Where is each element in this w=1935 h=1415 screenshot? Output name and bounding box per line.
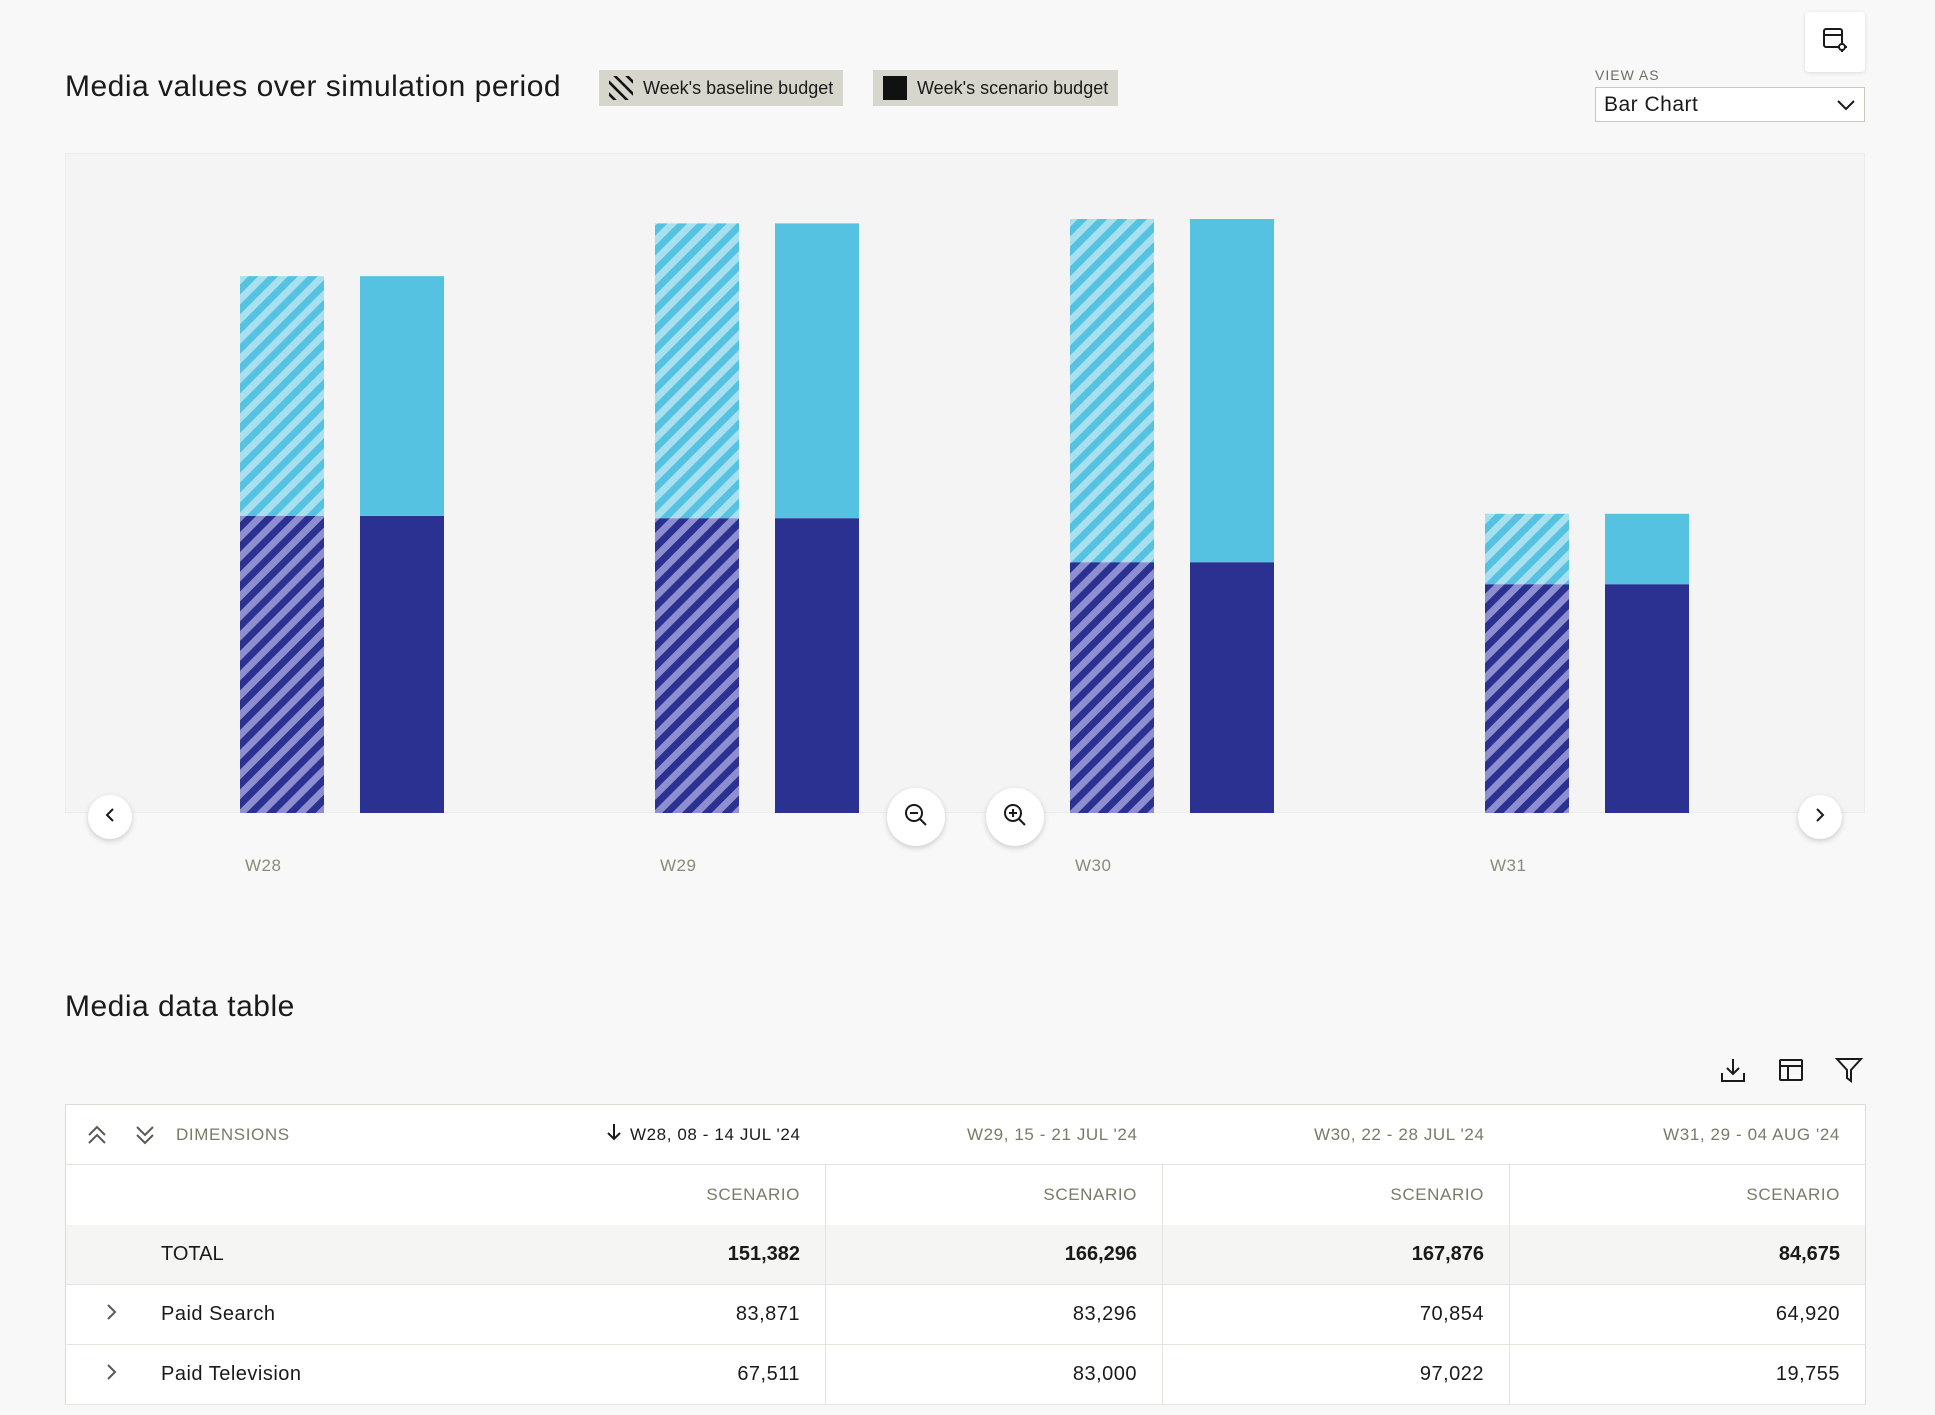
bar-w30-baseline-segment-0[interactable] xyxy=(1070,562,1154,813)
bar-w30-scenario-segment-1[interactable] xyxy=(1190,219,1274,563)
columns-icon xyxy=(1777,1056,1805,1089)
bar-w31-baseline-segment-0[interactable] xyxy=(1485,584,1569,813)
view-as-label: VIEW AS xyxy=(1595,67,1660,83)
dimensions-header: DIMENSIONS W28, 08 - 14 JUL '24 xyxy=(65,1104,826,1165)
column-header-w30[interactable]: W30, 22 - 28 JUL '24 xyxy=(1162,1104,1510,1165)
chart-next-button[interactable] xyxy=(1798,795,1842,839)
row-cell-paid-television: Paid Television 67,511 xyxy=(65,1344,826,1405)
chart-prev-button[interactable] xyxy=(88,795,132,839)
columns-button[interactable] xyxy=(1774,1055,1808,1089)
total-value-w31: 84,675 xyxy=(1509,1224,1866,1285)
zoom-out-icon xyxy=(903,802,929,833)
table-row-total: TOTAL 151,382 166,296 167,876 84,675 xyxy=(65,1224,1866,1285)
download-button[interactable] xyxy=(1716,1055,1750,1089)
column-label-w28: W28, 08 - 14 JUL '24 xyxy=(629,1124,801,1144)
row-label-paid-search: Paid Search xyxy=(161,1303,276,1325)
x-tick-label: W29 xyxy=(660,856,696,875)
bar-w30-baseline-segment-1[interactable] xyxy=(1070,219,1154,563)
download-icon xyxy=(1719,1056,1747,1089)
sub-label-w29: SCENARIO xyxy=(825,1164,1163,1225)
row-value: 83,296 xyxy=(825,1284,1163,1345)
row-value: 83,000 xyxy=(825,1344,1163,1405)
legend-baseline-label: Week's baseline budget xyxy=(643,77,834,98)
total-value-w30: 167,876 xyxy=(1162,1224,1510,1285)
table-title: Media data table xyxy=(65,990,295,1023)
expand-all-icon[interactable] xyxy=(128,1118,162,1152)
row-value: 97,022 xyxy=(1162,1344,1510,1405)
sub-label-w30: SCENARIO xyxy=(1162,1164,1510,1225)
table-row: Paid Search 83,871 83,296 70,854 64,920 xyxy=(65,1284,1866,1345)
bar-w29-baseline-segment-0[interactable] xyxy=(655,518,739,813)
table-header-row: DIMENSIONS W28, 08 - 14 JUL '24 W29, 15 … xyxy=(65,1104,1866,1165)
bar-w28-baseline-segment-0[interactable] xyxy=(240,515,324,813)
expand-row-button[interactable] xyxy=(91,1363,161,1387)
sort-arrow-down-icon xyxy=(606,1122,622,1147)
row-value: 67,511 xyxy=(737,1363,800,1385)
row-value: 83,871 xyxy=(735,1303,800,1325)
row-value: 64,920 xyxy=(1509,1284,1866,1345)
total-value-w28: 151,382 xyxy=(727,1242,800,1265)
x-tick-label: W30 xyxy=(1075,856,1111,875)
chevron-down-icon xyxy=(1836,93,1856,117)
chevron-right-icon xyxy=(1814,807,1826,828)
table-settings-button[interactable] xyxy=(1805,12,1865,72)
column-header-w31[interactable]: W31, 29 - 04 AUG '24 xyxy=(1509,1104,1866,1165)
bar-w31-scenario-segment-0[interactable] xyxy=(1605,584,1689,813)
bar-w30-scenario-segment-0[interactable] xyxy=(1190,562,1274,813)
bar-w28-scenario-segment-1[interactable] xyxy=(360,276,444,516)
sub-label-w28: SCENARIO xyxy=(706,1184,800,1204)
row-label-paid-television: Paid Television xyxy=(161,1363,302,1385)
bar-w28-scenario-segment-0[interactable] xyxy=(360,515,444,813)
view-as-select[interactable]: Bar Chart xyxy=(1595,87,1865,122)
bar-w29-scenario-segment-0[interactable] xyxy=(775,518,859,813)
chevron-right-icon xyxy=(105,1363,117,1387)
bar-w31-baseline-segment-1[interactable] xyxy=(1485,513,1569,585)
legend-scenario[interactable]: Week's scenario budget xyxy=(873,70,1119,106)
chevron-left-icon xyxy=(104,807,116,828)
expand-row-button[interactable] xyxy=(91,1303,161,1327)
table-settings-icon xyxy=(1821,26,1849,59)
total-label: TOTAL xyxy=(161,1242,224,1265)
chart-title: Media values over simulation period xyxy=(65,70,562,103)
legend-scenario-label: Week's scenario budget xyxy=(917,77,1109,98)
dimensions-label: DIMENSIONS xyxy=(176,1124,290,1144)
collapse-all-icon[interactable] xyxy=(80,1118,114,1152)
legend-baseline[interactable]: Week's baseline budget xyxy=(599,67,844,109)
column-header-w28[interactable]: W28, 08 - 14 JUL '24 xyxy=(606,1122,801,1147)
zoom-in-button[interactable] xyxy=(986,788,1044,846)
filter-icon xyxy=(1834,1056,1864,1089)
table-subheader-row: SCENARIO SCENARIO SCENARIO SCENARIO xyxy=(66,1164,1866,1225)
sub-label-w31: SCENARIO xyxy=(1509,1164,1866,1225)
filter-button[interactable] xyxy=(1832,1055,1866,1089)
total-cell-w28: TOTAL 151,382 xyxy=(65,1224,826,1285)
row-cell-paid-search: Paid Search 83,871 xyxy=(65,1284,826,1345)
bar-w28-baseline-segment-1[interactable] xyxy=(240,276,324,516)
column-header-w29[interactable]: W29, 15 - 21 JUL '24 xyxy=(825,1104,1163,1165)
column-label-w30: W30, 22 - 28 JUL '24 xyxy=(1313,1124,1485,1144)
view-as-value: Bar Chart xyxy=(1604,92,1699,116)
row-value: 70,854 xyxy=(1162,1284,1510,1345)
total-value-w29: 166,296 xyxy=(825,1224,1163,1285)
bar-w31-scenario-segment-1[interactable] xyxy=(1605,513,1689,585)
table-row: Paid Television 67,511 83,000 97,022 19,… xyxy=(65,1344,1866,1405)
bar-chart: W28 W29 W30 W31 xyxy=(240,219,1689,875)
chevron-right-icon xyxy=(105,1303,117,1327)
x-tick-label: W31 xyxy=(1490,856,1526,875)
bar-w29-scenario-segment-1[interactable] xyxy=(775,223,859,519)
column-label-w31: W31, 29 - 04 AUG '24 xyxy=(1663,1124,1840,1144)
x-tick-label: W28 xyxy=(245,856,281,875)
bar-w29-baseline-segment-1[interactable] xyxy=(655,223,739,519)
column-label-w29: W29, 15 - 21 JUL '24 xyxy=(966,1124,1138,1144)
zoom-out-button[interactable] xyxy=(887,788,945,846)
row-value: 19,755 xyxy=(1509,1344,1866,1405)
solid-swatch-icon xyxy=(883,76,907,100)
media-data-table: DIMENSIONS W28, 08 - 14 JUL '24 W29, 15 … xyxy=(65,1104,1866,1405)
zoom-in-icon xyxy=(1002,802,1028,833)
